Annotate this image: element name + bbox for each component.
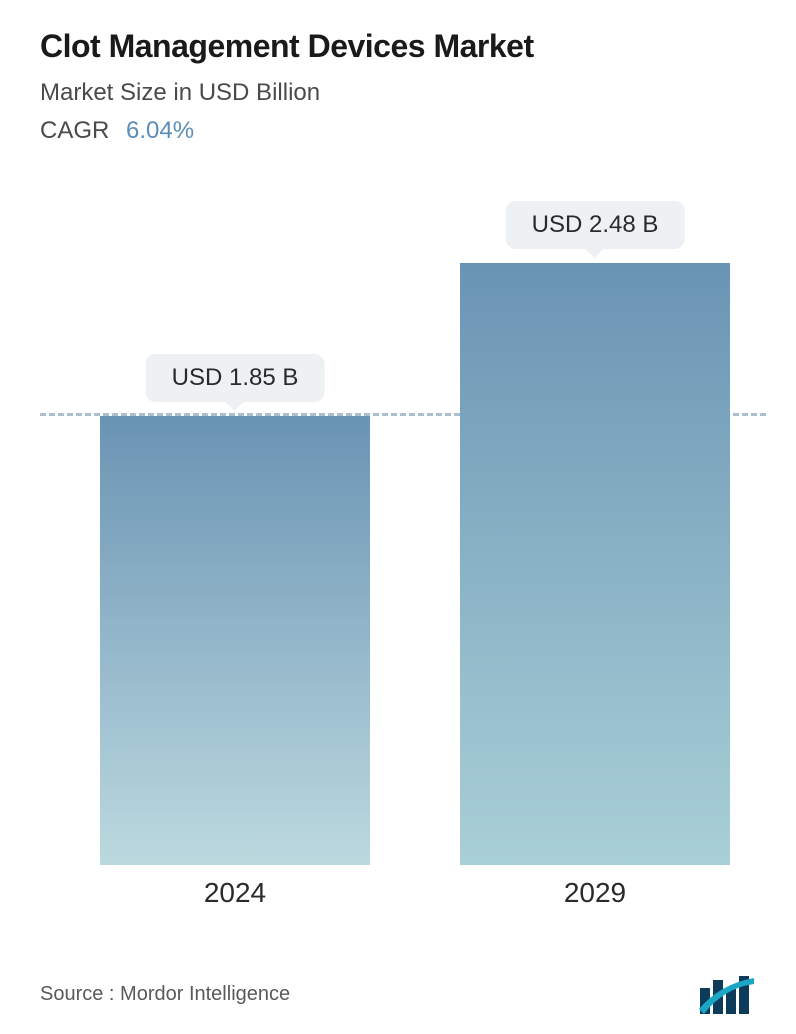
chart-subtitle: Market Size in USD Billion xyxy=(40,79,766,107)
plot-region: USD 1.85 B USD 2.48 B xyxy=(40,185,766,865)
bar-value-label-0: USD 1.85 B xyxy=(146,354,325,402)
bar-1 xyxy=(460,263,730,865)
x-axis-labels: 2024 2029 xyxy=(40,877,766,927)
x-label-0: 2024 xyxy=(100,877,370,909)
cagr-value: 6.04% xyxy=(126,117,194,144)
bar-value-label-1: USD 2.48 B xyxy=(506,201,685,249)
cagr-row: CAGR 6.04% xyxy=(40,117,766,145)
chart-title: Clot Management Devices Market xyxy=(40,28,766,65)
cagr-label: CAGR xyxy=(40,117,109,144)
footer-row: Source : Mordor Intelligence xyxy=(40,974,766,1014)
source-text: Source : Mordor Intelligence xyxy=(40,983,290,1006)
chart-container: Clot Management Devices Market Market Si… xyxy=(0,0,796,1034)
chart-area: USD 1.85 B USD 2.48 B 2024 2029 xyxy=(40,185,766,940)
mordor-logo-icon xyxy=(698,974,756,1014)
x-label-1: 2029 xyxy=(460,877,730,909)
bar-0 xyxy=(100,416,370,865)
